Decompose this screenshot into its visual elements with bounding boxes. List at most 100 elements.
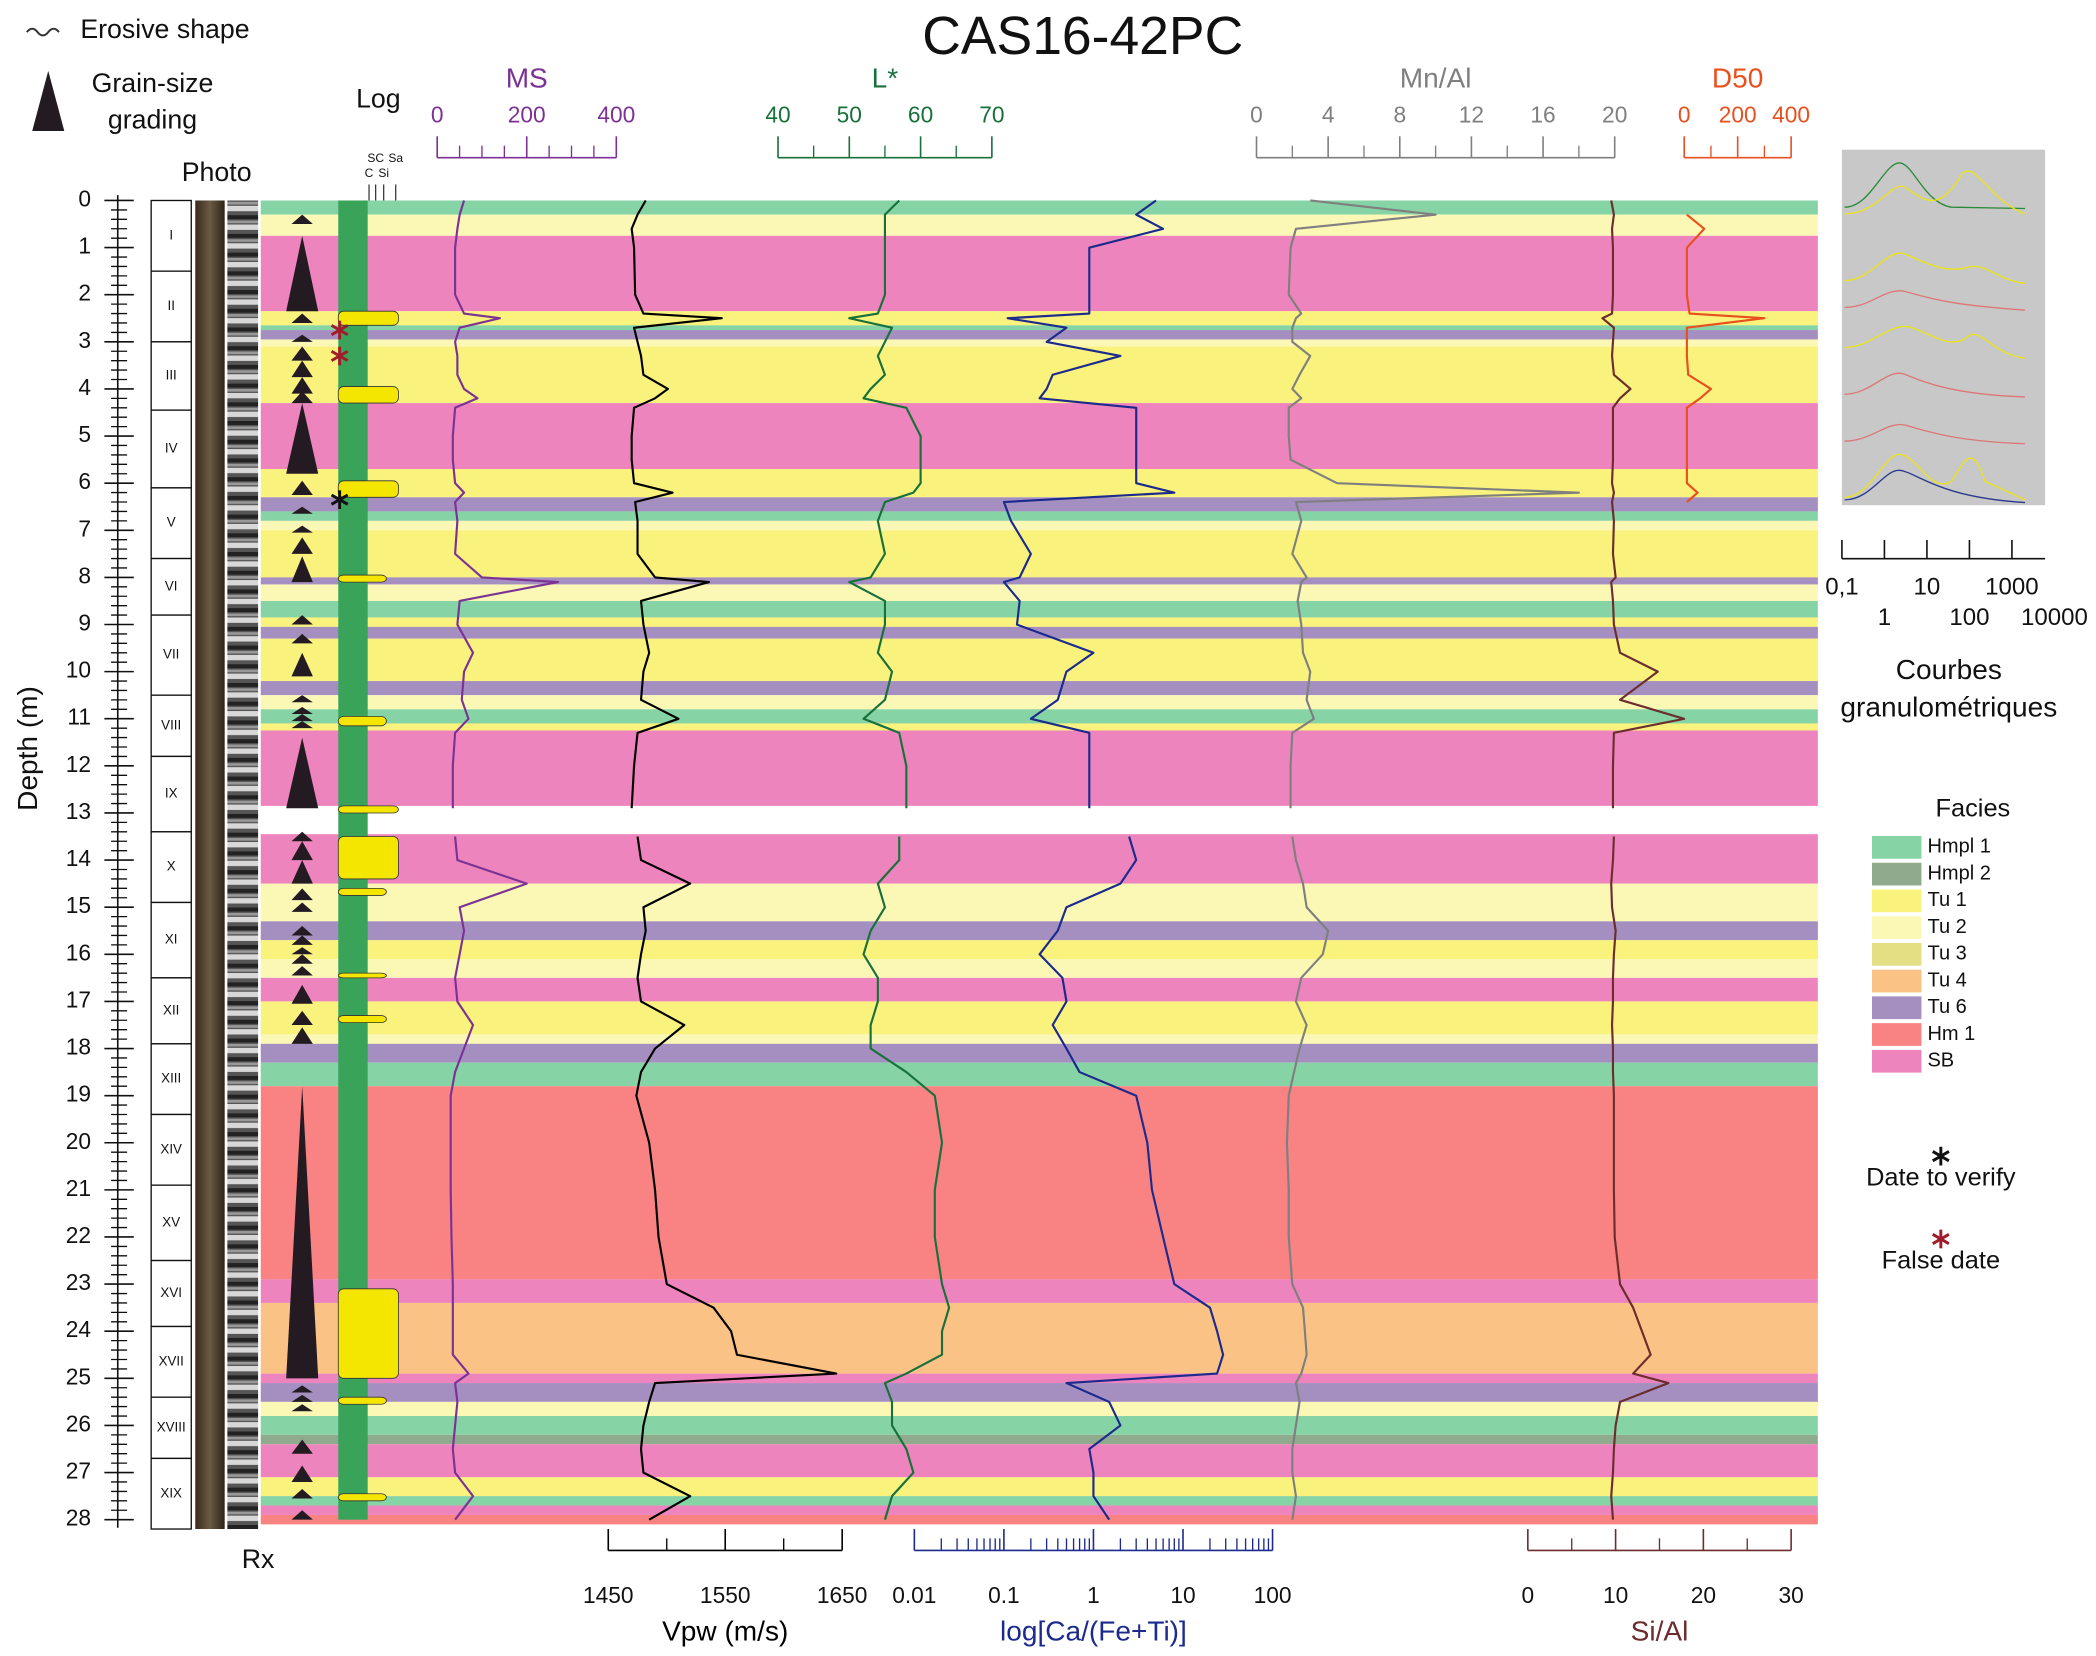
depth-tick-label: 16 <box>66 939 91 965</box>
annotation: Erosive shape <box>80 14 249 44</box>
grading-triangle <box>291 888 313 901</box>
facies-band <box>260 617 1818 627</box>
grading-triangle <box>291 721 313 729</box>
grading-triangle <box>291 1027 313 1044</box>
facies-band <box>260 1062 1818 1087</box>
grading-triangle <box>291 1510 313 1520</box>
track-tick-label: 12 <box>1459 101 1484 127</box>
grain-size-curves <box>1844 162 2026 504</box>
facies-band <box>260 520 1818 531</box>
facies-band <box>260 403 1818 470</box>
facies-band <box>260 959 1818 978</box>
unit-label: XIX <box>160 1485 182 1500</box>
depth-tick-label: 20 <box>66 1128 91 1154</box>
log-bed <box>337 386 399 404</box>
unit-label: IV <box>165 441 178 456</box>
facies-band <box>260 584 1818 601</box>
unit-label: XIII <box>161 1071 181 1086</box>
log-bed <box>337 1493 387 1502</box>
grading-triangle <box>291 714 313 722</box>
depth-tick-label: 25 <box>66 1363 91 1389</box>
grading-triangle <box>291 1394 313 1402</box>
grading-symbol <box>32 70 65 131</box>
facies-band <box>260 330 1818 340</box>
depth-tick-label: 11 <box>67 704 91 730</box>
legend-title: Facies <box>1936 795 2011 823</box>
grading-triangle <box>291 902 313 912</box>
track-tick-label: 20 <box>1602 101 1627 127</box>
facies-band <box>260 940 1818 960</box>
facies-band <box>260 200 1818 215</box>
depth-tick-label: 18 <box>66 1034 91 1060</box>
unit-label: VIII <box>161 717 181 732</box>
track-tick-label: 0 <box>1250 101 1263 127</box>
facies-band <box>260 1496 1818 1506</box>
facies-band <box>260 1373 1818 1384</box>
grading-triangle <box>291 652 313 677</box>
track-curve <box>1002 199 1225 1521</box>
unit-box <box>150 831 192 904</box>
log-class-label: Si <box>378 166 389 180</box>
track-tick-label: 16 <box>1530 101 1555 127</box>
grading-triangle <box>286 737 319 809</box>
unit-label: XVIII <box>157 1419 186 1434</box>
rx-title: Rx <box>242 1544 275 1574</box>
facies-band <box>260 497 1818 512</box>
facies-band <box>260 1383 1818 1402</box>
grain-tick-label: 10 <box>1914 573 1941 600</box>
track-title: Mn/Al <box>1400 63 1472 94</box>
track-curve <box>449 200 560 1521</box>
track-curve <box>848 199 951 1520</box>
track-tick-label: 0 <box>1522 1582 1535 1608</box>
facies-band <box>260 511 1818 521</box>
grading-triangle <box>291 537 313 554</box>
track-tick-label: 1650 <box>817 1582 868 1608</box>
grading-triangle <box>291 1010 313 1025</box>
log-class-label: C <box>365 166 374 180</box>
track-tick-label: 30 <box>1778 1582 1803 1608</box>
track-title: Vpw (m/s) <box>662 1616 788 1647</box>
legend-star <box>1931 1146 1950 1166</box>
grading-triangle <box>291 984 313 1004</box>
erosive-symbol <box>26 27 60 37</box>
legend-swatch <box>1870 968 1923 994</box>
track-tick-label: 70 <box>979 101 1004 127</box>
facies-band <box>260 695 1818 710</box>
track-tick-label: 20 <box>1691 1582 1716 1608</box>
unit-label: I <box>169 227 173 242</box>
unit-box <box>150 1184 192 1262</box>
facies-band <box>260 600 1818 618</box>
grading-triangle <box>291 346 313 361</box>
legend-label: Tu 1 <box>1927 889 1966 911</box>
facies-band <box>260 723 1818 731</box>
depth-tick-label: 13 <box>66 798 91 824</box>
facies-band <box>260 977 1818 1002</box>
track-tick-label: 0.1 <box>988 1582 1020 1608</box>
legend-swatch <box>1870 1021 1923 1048</box>
depth-tick-label: 22 <box>66 1222 91 1248</box>
grading-triangle <box>286 403 319 474</box>
grading-triangle <box>291 1404 313 1412</box>
depth-tick-label: 10 <box>66 657 91 683</box>
track-tick-label: 400 <box>597 101 635 127</box>
track-tick-label: 8 <box>1393 101 1406 127</box>
track-tick-label: 100 <box>1254 1582 1292 1608</box>
log-bed <box>337 574 387 583</box>
legend-label: False date <box>1882 1246 2000 1274</box>
facies-band <box>260 883 1818 922</box>
unit-box <box>150 487 192 560</box>
grading-triangle <box>291 214 313 225</box>
legend-swatch <box>1870 834 1923 861</box>
track-tick-label: 60 <box>908 101 933 127</box>
depth-tick-label: 0 <box>78 185 91 211</box>
grain-tick-label: 1000 <box>1985 573 2039 600</box>
legend-swatch <box>1870 995 1923 1021</box>
grading-triangle <box>291 935 313 945</box>
track-tick-label: 1 <box>1087 1582 1100 1608</box>
unit-box <box>150 1043 192 1116</box>
legend-label: Hmpl 2 <box>1927 862 1990 884</box>
depth-tick-label: 19 <box>66 1081 91 1107</box>
log-bed <box>337 715 387 727</box>
track-curve <box>1285 199 1580 1520</box>
false-date-star <box>330 346 349 366</box>
